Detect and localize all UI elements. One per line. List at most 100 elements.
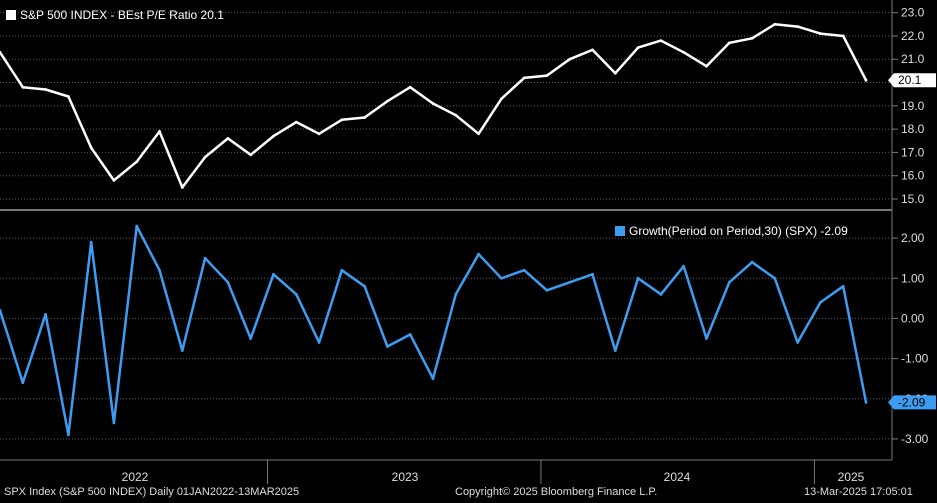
data-point	[819, 300, 822, 304]
data-point	[682, 264, 686, 268]
pe-legend-label: S&P 500 INDEX - BEst P/E Ratio 20.1	[20, 8, 224, 22]
growth-last-value-marker	[888, 395, 936, 410]
data-point	[272, 272, 275, 276]
data-point	[226, 137, 230, 140]
data-point	[454, 292, 458, 296]
growth-last-value-label: -2.09	[898, 395, 926, 409]
data-point	[659, 292, 663, 296]
growth-line	[0, 224, 868, 437]
data-point	[340, 118, 344, 122]
data-point	[454, 113, 458, 117]
data-point	[568, 57, 572, 61]
data-point	[499, 97, 503, 101]
data-point	[66, 95, 70, 98]
data-point	[203, 155, 207, 159]
footer-security: SPX Index (S&P 500 INDEX) Daily 01JAN202…	[4, 486, 300, 498]
data-point	[249, 337, 253, 340]
data-point	[636, 46, 640, 49]
footer-timestamp: 13-Mar-2025 17:05:01	[804, 486, 913, 498]
data-point	[340, 268, 344, 272]
y-tick-label: 2.00	[901, 231, 925, 245]
y-tick-label: -3.00	[901, 432, 929, 446]
y-tick-label: 21.0	[901, 52, 925, 66]
data-point	[408, 333, 412, 336]
data-point	[750, 36, 754, 40]
data-point	[864, 400, 868, 404]
y-tick-label: 17.0	[901, 145, 925, 159]
y-tick-label: 1.00	[901, 271, 925, 285]
data-point	[591, 272, 594, 276]
data-point	[158, 130, 161, 133]
data-point	[613, 71, 617, 75]
data-point	[841, 284, 845, 288]
data-point	[545, 288, 549, 292]
data-point	[705, 337, 708, 340]
data-point	[682, 50, 686, 54]
growth-legend-label: Growth(Period on Period,30) (SPX) -2.09	[629, 224, 848, 238]
y-tick-label: 18.0	[901, 122, 925, 136]
data-point	[363, 284, 367, 288]
data-point	[864, 78, 868, 82]
y-tick-label: -1.00	[901, 352, 929, 366]
data-point	[750, 260, 754, 264]
data-point	[66, 433, 70, 437]
footer-copyright: Copyright© 2025 Bloomberg Finance L.P.	[455, 486, 658, 498]
data-point	[89, 146, 93, 150]
data-point	[180, 349, 184, 352]
data-point	[841, 34, 845, 38]
y-tick-label: 23.0	[901, 6, 925, 20]
y-tick-label: 15.0	[901, 192, 925, 206]
data-point	[568, 280, 572, 284]
data-point	[317, 132, 321, 136]
data-point	[796, 25, 800, 29]
y-tick-label: 19.0	[901, 99, 925, 113]
data-point	[44, 313, 47, 316]
y-tick-label: 0.00	[901, 311, 925, 325]
data-point	[180, 185, 184, 189]
data-point	[705, 64, 708, 68]
data-point	[773, 276, 777, 280]
y-tick-label: 16.0	[901, 169, 925, 183]
data-point	[226, 280, 230, 284]
data-point	[89, 240, 93, 244]
pe-legend: S&P 500 INDEX - BEst P/E Ratio 20.1	[6, 8, 224, 22]
data-point	[477, 132, 480, 136]
data-point	[272, 134, 275, 138]
data-point	[21, 85, 25, 89]
data-point	[727, 41, 731, 45]
data-point	[819, 32, 822, 36]
data-point	[0, 50, 2, 54]
pe-last-value-label: 20.1	[898, 73, 922, 87]
y-tick-label: 22.0	[901, 29, 925, 43]
data-point	[659, 39, 663, 43]
data-point	[294, 120, 298, 124]
data-point	[796, 341, 800, 344]
growth-legend-swatch	[615, 226, 625, 236]
growth-legend: Growth(Period on Period,30) (SPX) -2.09	[615, 224, 848, 238]
data-point	[545, 74, 549, 77]
x-label-2025: 2025	[837, 470, 865, 484]
data-point	[591, 48, 594, 52]
data-point	[21, 381, 25, 385]
data-point	[727, 280, 731, 284]
data-point	[0, 309, 2, 312]
data-point	[499, 276, 503, 280]
data-point	[363, 116, 367, 119]
pe-last-value-marker	[888, 73, 936, 88]
data-point	[522, 76, 526, 80]
data-point	[317, 341, 321, 344]
data-point	[112, 421, 116, 425]
data-point	[203, 256, 207, 260]
data-point	[613, 349, 617, 352]
data-point	[431, 102, 435, 105]
data-point	[431, 377, 435, 381]
data-point	[477, 252, 480, 256]
data-point	[249, 153, 253, 157]
data-point	[522, 268, 526, 272]
data-point	[158, 268, 161, 272]
x-label-2022: 2022	[121, 470, 149, 484]
pe-legend-swatch	[6, 10, 16, 20]
data-point	[294, 292, 298, 296]
x-label-2023: 2023	[391, 470, 419, 484]
